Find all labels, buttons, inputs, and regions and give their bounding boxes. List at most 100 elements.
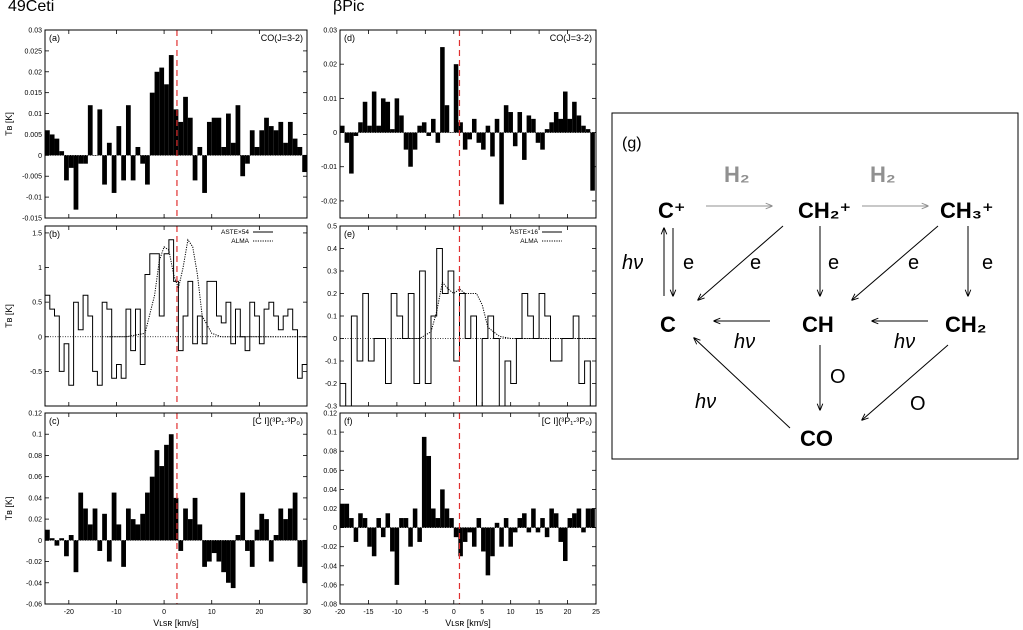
spectrum-bar	[54, 138, 60, 156]
spectrum-bar	[344, 503, 350, 528]
spectrum-bar	[211, 117, 217, 156]
spectrum-bar	[221, 146, 227, 156]
spectrum-bar	[408, 132, 413, 167]
legend-entry: ALMA	[231, 238, 249, 245]
spectrum-bar	[254, 529, 260, 541]
spectrum-bar	[590, 132, 595, 191]
spectrum-bar	[159, 67, 165, 156]
y-tick-label: 0.08	[323, 449, 337, 456]
x-axis-label: Vʟsʀ [km/s]	[445, 618, 491, 628]
spectrum-bar	[453, 64, 459, 133]
spectrum-bar	[287, 508, 293, 541]
spectrum-bar	[297, 146, 303, 156]
spectrum-bar	[349, 518, 354, 528]
spectrum-bar	[412, 508, 418, 528]
legend-entry: ASTE×54	[221, 229, 249, 236]
spectrum-bar	[125, 105, 131, 156]
spectrum-bar	[358, 122, 363, 133]
spectrum-bar	[268, 126, 274, 156]
spectrum-bar	[376, 518, 381, 528]
spectrum-bar	[340, 125, 345, 133]
label-hv-c-to-cplus: hν	[622, 252, 643, 274]
spectrum-bar	[102, 155, 107, 185]
spectrum-bar	[385, 513, 391, 528]
spectrum-bar	[83, 508, 88, 541]
spectrum-bar	[116, 524, 122, 541]
spectrum-bar	[558, 527, 564, 542]
spectrum-bar	[508, 527, 513, 547]
panel-frame	[44, 412, 308, 605]
y-tick-label: -0.04	[321, 563, 337, 570]
spectrum-bar	[240, 492, 246, 541]
panel-frame	[339, 225, 597, 407]
y-tick-label: -0.02	[321, 544, 337, 551]
spectrum-bar	[385, 101, 391, 133]
spectrum-bar	[173, 109, 179, 156]
x-tick-label: -20	[335, 609, 345, 616]
spectrum-bar	[226, 113, 231, 156]
spectrum-bar	[576, 115, 582, 133]
panel-frame	[339, 412, 597, 605]
y-tick-label: -0.5	[30, 369, 42, 376]
y-tick-label: -0.015	[22, 216, 42, 223]
spectrum-bar	[230, 540, 236, 589]
spectrum-bar	[83, 155, 88, 164]
spectrum-bar	[403, 518, 409, 528]
arrow-ch2-to-co	[862, 344, 949, 420]
spectrum-bar	[102, 513, 107, 541]
y-tick-label: -0.02	[321, 198, 337, 205]
label-o-ch2-co: O	[910, 393, 926, 415]
spectrum-bar	[563, 91, 568, 133]
spectrum-bar	[183, 96, 188, 156]
legend-entry: ASTE×16	[510, 229, 538, 236]
spectrum-bar	[481, 527, 486, 552]
spectrum-bar	[512, 132, 518, 147]
y-tick-label: 0.03	[323, 28, 337, 35]
species-ch: CH	[802, 312, 834, 337]
spectrum-bar	[111, 155, 117, 193]
spectrum-bar	[130, 519, 136, 541]
spectrum-bar	[202, 155, 207, 193]
spectrum-bar	[59, 538, 65, 541]
diagram-frame	[611, 112, 1019, 460]
spectrum-bar	[78, 155, 84, 164]
spectrum-bar	[249, 540, 255, 567]
spectrum-bar	[92, 508, 98, 541]
spectrum-bar	[64, 155, 69, 181]
y-tick-label: 1	[38, 265, 42, 272]
spectrum-bar	[362, 518, 368, 528]
y-tick-label: 0.04	[28, 495, 42, 502]
spectrum-bar	[87, 105, 93, 156]
reactant-h2-1: H₂	[724, 162, 750, 187]
spectrum-bar	[567, 118, 573, 133]
spectrum-bar	[64, 540, 69, 557]
spectrum-bar	[121, 540, 126, 567]
spectrum-bar	[371, 527, 377, 557]
spectrum-bar	[485, 527, 491, 576]
y-tick-label: 0.2	[327, 291, 337, 298]
spectrum-bar	[145, 155, 150, 185]
panel-f: -0.08 -0.06 -0.04 -0.02 0 0.02 0.04 0.06 0.08 0.1…	[321, 411, 600, 629]
spectrum-bar	[278, 121, 284, 156]
spectrum-bar	[130, 155, 136, 181]
spectrum-bar	[476, 518, 482, 528]
spectrum-bar	[467, 527, 472, 533]
spectrum-bar	[440, 47, 445, 133]
species-ch2-plus: CH₂⁺	[798, 198, 851, 223]
spectrum-bar	[187, 117, 193, 156]
x-tick-label: 0	[452, 609, 456, 616]
x-tick-label: -10	[392, 609, 402, 616]
spectrum-bar	[358, 513, 363, 528]
spectrum-bar	[399, 115, 404, 133]
species-ch3-plus: CH₃⁺	[940, 198, 994, 223]
panel-e: ASTE×16 ALMA -0.3 -0.2 -0.1 0 0.1 0.2 0.3 0.4 0.5 (…	[325, 224, 597, 411]
spectrum-bar	[517, 518, 523, 528]
panel-letter: (e)	[344, 229, 355, 239]
x-tick-label: 15	[535, 609, 543, 616]
spectrum-bar	[467, 132, 472, 140]
spectrum-bar	[140, 155, 146, 164]
spectrum-bar	[202, 540, 207, 567]
spectrum-bar	[235, 535, 241, 541]
panel-letter: (a)	[49, 33, 60, 43]
x-tick-label: -5	[422, 609, 428, 616]
